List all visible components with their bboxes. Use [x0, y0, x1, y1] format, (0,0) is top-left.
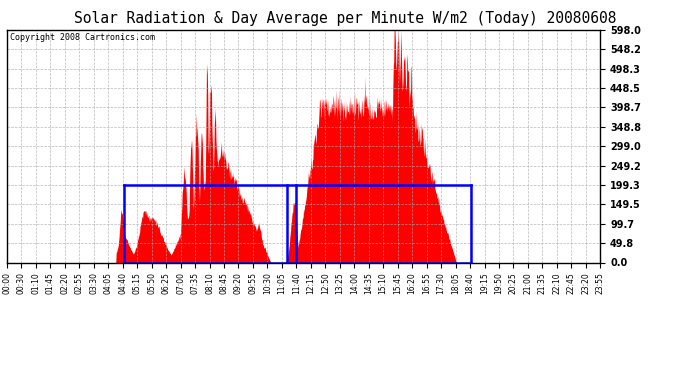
Text: Solar Radiation & Day Average per Minute W/m2 (Today) 20080608: Solar Radiation & Day Average per Minute…: [74, 11, 616, 26]
Text: Copyright 2008 Cartronics.com: Copyright 2008 Cartronics.com: [10, 33, 155, 42]
